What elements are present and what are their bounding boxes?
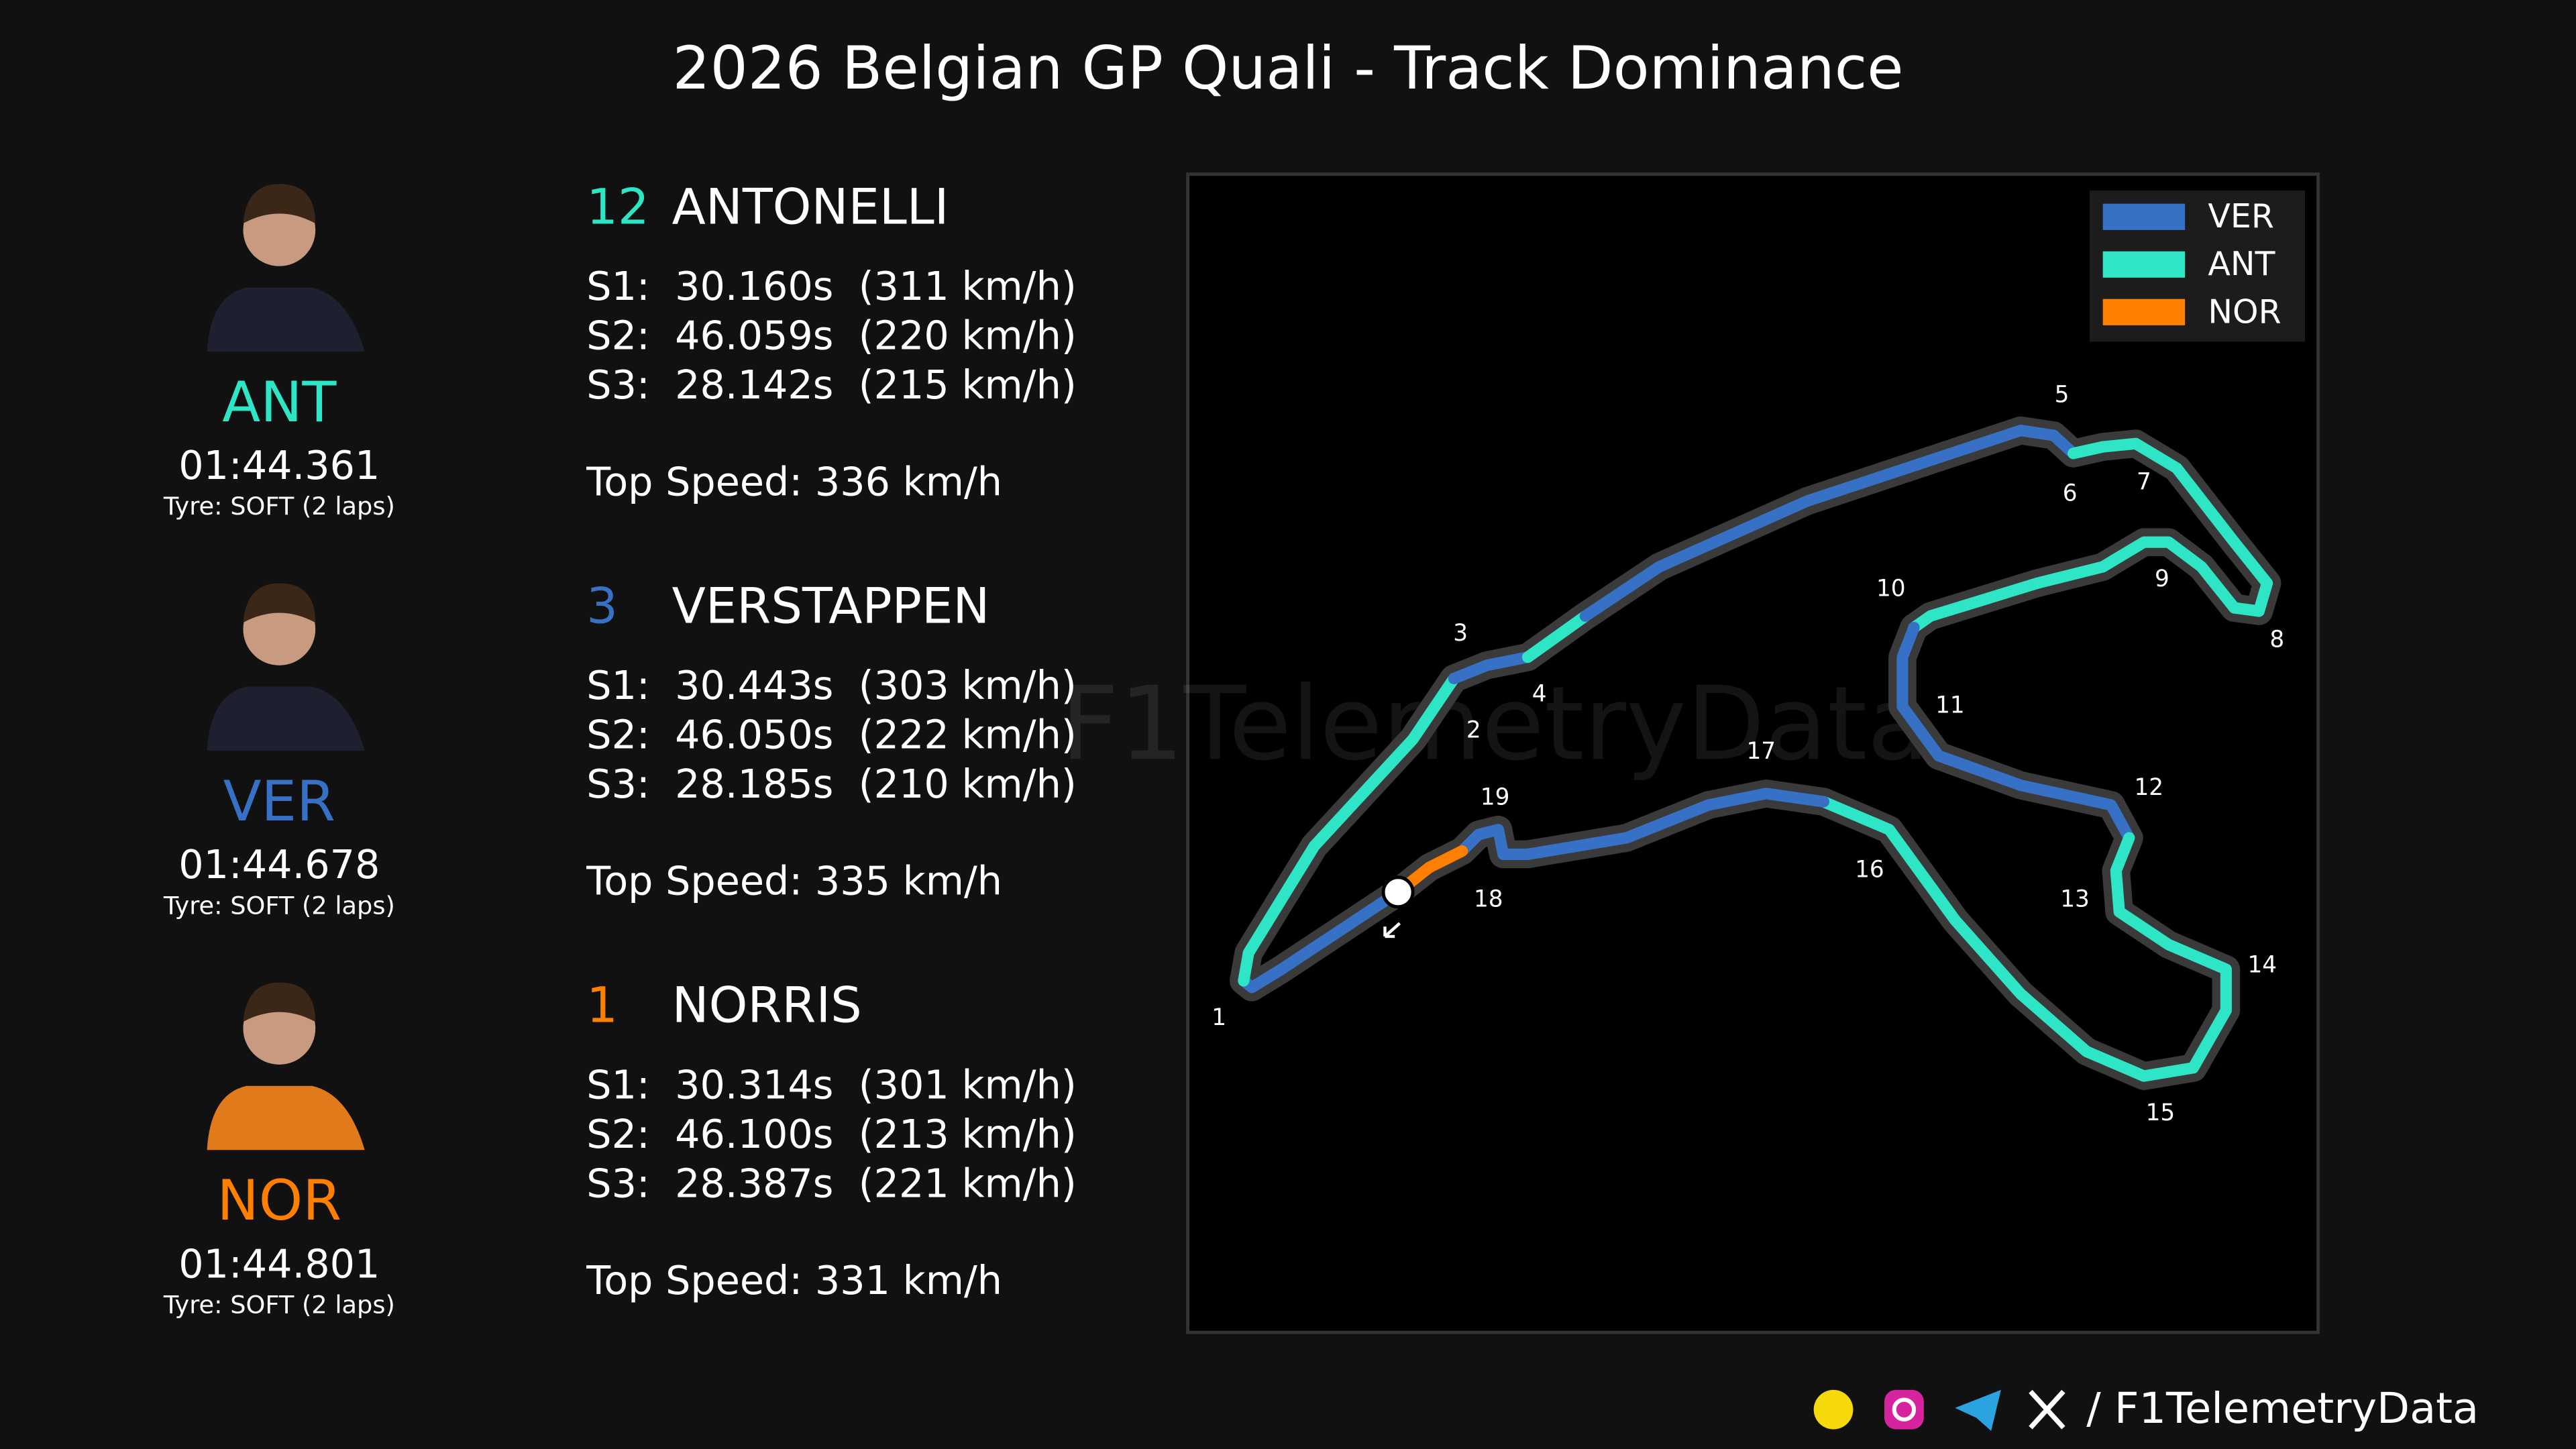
tyre-info: Tyre: SOFT (2 laps): [163, 492, 395, 521]
corner-label: 15: [2146, 1099, 2176, 1126]
sector-time: S2: 46.100s (213 km/h): [586, 1111, 1076, 1157]
corner-label: 7: [2137, 469, 2151, 496]
legend-label: NOR: [2208, 292, 2281, 331]
track-segment: [1579, 425, 2080, 622]
corner-label: 4: [1532, 680, 1547, 707]
driver-code: ANT: [222, 370, 337, 435]
driver-photo-hair: [243, 184, 316, 224]
driver-name: ANTONELLI: [672, 178, 949, 235]
corner-label: 10: [1876, 576, 1906, 602]
track-segment: [1238, 672, 1460, 987]
corner-label: 19: [1481, 784, 1510, 811]
icon-instagram-lens: [1892, 1397, 1917, 1421]
lap-time: 01:44.801: [178, 1240, 380, 1287]
driver-card: NOR 01:44.801 Tyre: SOFT (2 laps) 1 NORRIS S1…: [163, 977, 1077, 1320]
sector-time: S1: 30.160s (311 km/h): [586, 263, 1076, 309]
track-segment: [1456, 788, 1829, 861]
corner-label: 8: [2269, 627, 2284, 653]
driver-photo-body: [207, 686, 365, 751]
corner-label: 1: [1212, 1004, 1226, 1031]
corner-label: 17: [1747, 738, 1776, 765]
sector-time: S3: 28.387s (221 km/h): [586, 1160, 1076, 1206]
corner-label: 12: [2134, 774, 2163, 801]
icon-coffee[interactable]: [1813, 1389, 1854, 1430]
track-panel: [1186, 172, 2320, 1334]
driver-name: VERSTAPPEN: [672, 578, 990, 635]
sector-time: S3: 28.185s (210 km/h): [586, 761, 1076, 807]
sector-time: S1: 30.314s (301 km/h): [586, 1061, 1076, 1108]
position: 3: [586, 578, 618, 635]
corner-label: 14: [2247, 952, 2277, 979]
footer: / F1TelemetryData: [1813, 1384, 2479, 1434]
tyre-info: Tyre: SOFT (2 laps): [163, 1290, 395, 1319]
driver-photo-body: [207, 287, 365, 352]
legend-swatch: [2102, 203, 2186, 230]
corner-label: 11: [1935, 692, 1965, 719]
track-segment: [1896, 621, 2135, 844]
watermark: F1TelemetryData: [1061, 664, 1930, 783]
driver-photo-hair: [243, 982, 316, 1022]
legend-swatch: [2102, 299, 2186, 325]
legend-label: ANT: [2208, 245, 2275, 283]
corner-label: 13: [2060, 886, 2090, 913]
top-speed: Top Speed: 336 km/h: [586, 459, 1002, 505]
driver-photo-hair: [243, 583, 316, 623]
icon-telegram[interactable]: [1955, 1389, 2001, 1432]
legend-label: VER: [2208, 197, 2273, 235]
legend-swatch: [2102, 251, 2186, 278]
corner-label: 2: [1466, 716, 1481, 743]
position: 12: [586, 178, 649, 235]
driver-name: NORRIS: [672, 977, 862, 1034]
driver-card: VER 01:44.678 Tyre: SOFT (2 laps) 3 VERSTAPP…: [163, 578, 1077, 920]
lap-time: 01:44.678: [178, 841, 380, 888]
driver-cards: ANT 01:44.361 Tyre: SOFT (2 laps) 12 ANTONEL…: [163, 178, 1077, 1319]
sector-time: S1: 30.443s (303 km/h): [586, 662, 1076, 708]
sector-time: S2: 46.050s (222 km/h): [586, 712, 1076, 758]
corner-label: 5: [2055, 382, 2070, 409]
track-segment: [1448, 651, 1534, 684]
corner-label: 16: [1855, 856, 1884, 883]
icon-instagram[interactable]: [1884, 1389, 1924, 1430]
driver-code: NOR: [217, 1168, 341, 1233]
corner-label: 18: [1474, 886, 1503, 913]
direction-arrow: [1383, 922, 1401, 938]
tyre-info: Tyre: SOFT (2 laps): [163, 891, 395, 920]
top-speed: Top Speed: 335 km/h: [586, 858, 1002, 904]
track-segment: [1521, 610, 1591, 663]
sector-time: S3: 28.142s (215 km/h): [586, 362, 1076, 408]
driver-code: VER: [223, 769, 335, 834]
footer-handle: / F1TelemetryData: [2086, 1384, 2479, 1434]
track-segment: [1908, 437, 2273, 634]
driver-card: ANT 01:44.361 Tyre: SOFT (2 laps) 12 ANTONEL…: [163, 178, 1077, 521]
corner-label: 6: [2063, 480, 2078, 507]
lap-time: 01:44.361: [178, 442, 380, 488]
start-finish: [1381, 875, 1415, 909]
title: 2026 Belgian GP Quali - Track Dominance: [673, 34, 1904, 103]
corner-label: 3: [1453, 620, 1468, 647]
track-segment: [1817, 796, 2232, 1082]
driver-photo-body: [207, 1085, 365, 1150]
position: 1: [586, 977, 618, 1034]
top-speed: Top Speed: 331 km/h: [586, 1257, 1002, 1303]
icon-x[interactable]: [2029, 1389, 2065, 1430]
corner-label: 9: [2155, 566, 2169, 592]
sector-time: S2: 46.059s (220 km/h): [586, 313, 1076, 359]
